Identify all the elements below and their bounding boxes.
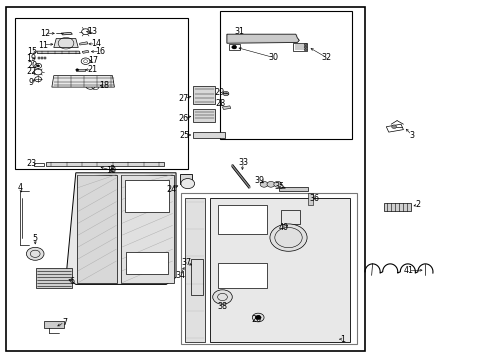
Polygon shape: [184, 198, 205, 342]
Text: 35: 35: [274, 182, 284, 191]
Circle shape: [255, 315, 261, 320]
Bar: [220, 11, 351, 139]
Bar: [180, 174, 192, 184]
Polygon shape: [210, 198, 349, 342]
Text: 16: 16: [95, 46, 105, 55]
Text: 30: 30: [268, 53, 278, 62]
Polygon shape: [80, 42, 88, 45]
Text: 40: 40: [278, 223, 288, 232]
Circle shape: [304, 46, 306, 48]
Polygon shape: [82, 50, 89, 53]
Text: 17: 17: [88, 56, 98, 65]
Text: 15: 15: [27, 48, 37, 57]
Bar: [43, 57, 46, 59]
Text: 26: 26: [179, 113, 188, 122]
Circle shape: [37, 65, 40, 67]
Bar: [124, 180, 168, 212]
Text: 33: 33: [238, 158, 248, 167]
Text: 4: 4: [18, 184, 23, 192]
Text: 11: 11: [38, 40, 48, 49]
Circle shape: [181, 179, 194, 189]
Circle shape: [391, 125, 396, 129]
Bar: [217, 205, 266, 234]
Text: 18: 18: [100, 81, 109, 90]
Polygon shape: [52, 76, 114, 87]
Bar: [126, 252, 167, 274]
Text: 13: 13: [87, 27, 97, 36]
Text: 28: 28: [215, 99, 224, 108]
Text: 20: 20: [27, 61, 37, 70]
Text: 8: 8: [110, 165, 115, 174]
Polygon shape: [222, 106, 230, 109]
Text: 12: 12: [40, 29, 50, 37]
Circle shape: [269, 224, 306, 251]
Text: 14: 14: [91, 40, 101, 49]
Polygon shape: [44, 321, 63, 328]
Circle shape: [223, 91, 228, 96]
Text: 34: 34: [175, 271, 184, 280]
Text: 20: 20: [251, 315, 261, 324]
Circle shape: [26, 247, 44, 260]
Bar: [193, 109, 215, 122]
Bar: [281, 210, 299, 224]
Text: 38: 38: [217, 302, 227, 311]
Bar: [181, 193, 356, 344]
Text: 1: 1: [339, 335, 344, 343]
Circle shape: [273, 181, 281, 187]
Circle shape: [304, 49, 306, 51]
Text: 7: 7: [62, 318, 67, 327]
Text: 25: 25: [180, 130, 189, 139]
Text: 22: 22: [26, 68, 36, 77]
Circle shape: [260, 181, 267, 187]
Polygon shape: [226, 34, 299, 43]
Circle shape: [304, 44, 306, 46]
Text: 9: 9: [29, 78, 34, 87]
Bar: [193, 132, 224, 138]
Polygon shape: [54, 39, 78, 48]
Text: 3: 3: [408, 130, 413, 139]
Text: 32: 32: [321, 53, 331, 62]
Text: 24: 24: [166, 184, 176, 194]
Circle shape: [231, 45, 236, 49]
Text: 2: 2: [415, 200, 420, 209]
Circle shape: [76, 69, 79, 71]
Text: 5: 5: [33, 234, 38, 243]
Polygon shape: [36, 268, 72, 288]
Text: B: B: [232, 45, 235, 50]
Bar: [278, 187, 307, 191]
Text: 21: 21: [88, 65, 98, 74]
Bar: [217, 263, 266, 288]
Circle shape: [266, 181, 274, 187]
Text: 39: 39: [254, 176, 264, 185]
Text: 37: 37: [182, 258, 191, 267]
Text: 41: 41: [403, 266, 412, 275]
Bar: [41, 57, 43, 59]
Polygon shape: [61, 32, 72, 35]
Polygon shape: [66, 173, 176, 284]
Text: 29: 29: [214, 88, 224, 97]
Polygon shape: [37, 51, 80, 54]
Circle shape: [83, 60, 87, 63]
Polygon shape: [77, 175, 117, 283]
Text: 6: 6: [70, 277, 75, 286]
Text: 31: 31: [234, 27, 244, 36]
Text: 10: 10: [106, 166, 116, 175]
Text: 36: 36: [309, 194, 319, 203]
Text: 23: 23: [27, 159, 37, 168]
Bar: [15, 18, 188, 169]
Text: 19: 19: [26, 54, 36, 63]
Polygon shape: [307, 193, 312, 205]
Text: 27: 27: [179, 94, 188, 103]
Polygon shape: [383, 203, 410, 211]
Polygon shape: [121, 175, 173, 283]
Bar: [46, 162, 163, 166]
Bar: [38, 57, 40, 59]
Circle shape: [212, 290, 232, 304]
Bar: [6, 7, 365, 351]
Circle shape: [252, 313, 264, 322]
Bar: [76, 69, 84, 71]
Bar: [193, 86, 215, 104]
